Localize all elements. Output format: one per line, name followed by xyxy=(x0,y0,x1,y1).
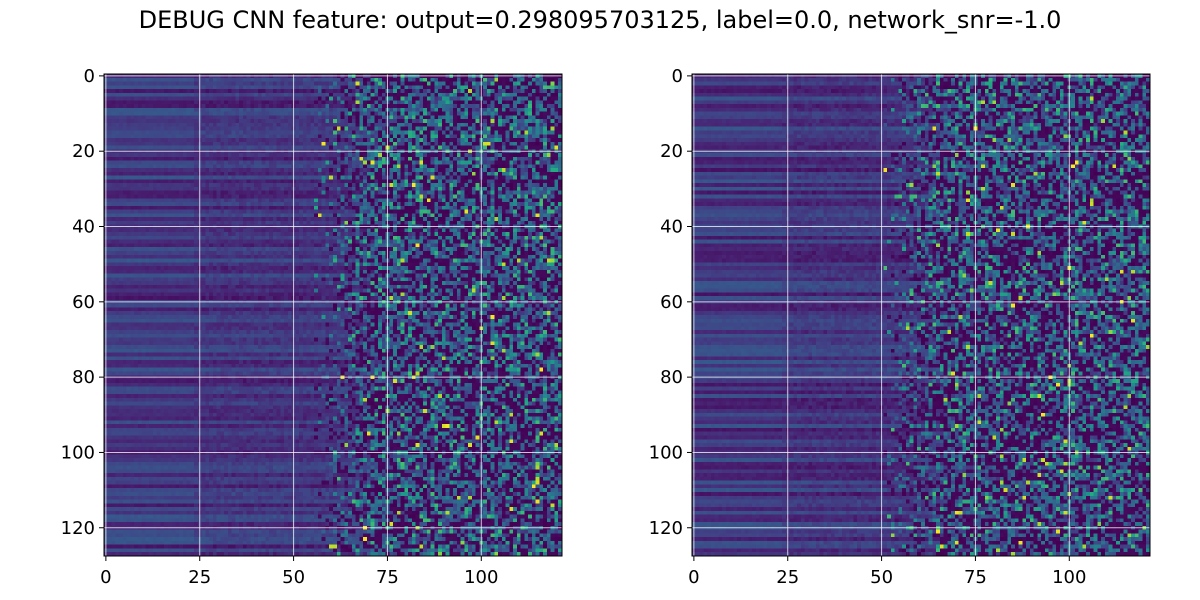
y-tick-label: 120 xyxy=(61,518,95,539)
figure-title: DEBUG CNN feature: output=0.298095703125… xyxy=(138,6,1062,34)
heatmap-cells xyxy=(104,74,562,556)
y-tick-label: 60 xyxy=(660,292,683,313)
y-tick-label: 80 xyxy=(660,367,683,388)
y-tick-label: 0 xyxy=(672,66,683,87)
x-tick-label: 50 xyxy=(282,567,305,588)
y-tick-label: 40 xyxy=(72,217,95,238)
y-tick-label: 100 xyxy=(61,442,95,463)
x-tick-label: 50 xyxy=(870,567,893,588)
x-tick-label: 75 xyxy=(964,567,987,588)
y-tick-label: 100 xyxy=(649,442,683,463)
axes-frame xyxy=(103,73,563,557)
heatmap-right: 0 25 50 75 100 0 20 40 60 80 100 120 xyxy=(649,66,1151,588)
y-tick-label: 40 xyxy=(660,217,683,238)
x-tick-label: 100 xyxy=(464,567,498,588)
y-tick-label: 20 xyxy=(660,141,683,162)
x-tick-label: 75 xyxy=(376,567,399,588)
y-tick-label: 60 xyxy=(72,292,95,313)
x-tick-label: 100 xyxy=(1052,567,1086,588)
x-tick-label: 25 xyxy=(776,567,799,588)
y-tick-label: 120 xyxy=(649,518,683,539)
x-tick-label: 25 xyxy=(188,567,211,588)
x-tick-label: 0 xyxy=(100,567,111,588)
heatmap-left: 0 25 50 75 100 0 20 40 60 80 100 120 xyxy=(61,66,563,588)
axes-frame xyxy=(691,73,1151,557)
y-tick-label: 0 xyxy=(84,66,95,87)
heatmap-cells xyxy=(692,74,1150,556)
x-tick-label: 0 xyxy=(688,567,699,588)
y-tick-label: 20 xyxy=(72,141,95,162)
y-tick-label: 80 xyxy=(72,367,95,388)
